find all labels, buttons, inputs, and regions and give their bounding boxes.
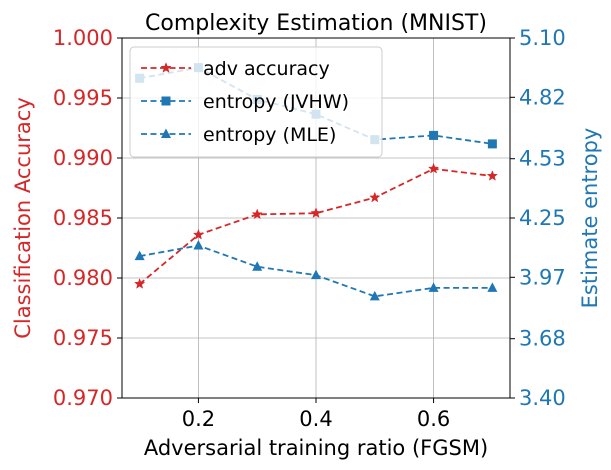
- legend-marker-adv-accuracy: [160, 62, 172, 73]
- right-y-tick-label: 3.68: [519, 327, 566, 351]
- legend-box: [129, 46, 383, 158]
- legend-marker-entropy-mle: [161, 128, 171, 138]
- x-tick-label: 0.2: [182, 407, 215, 431]
- x-axis-label: Adversarial training ratio (FGSM): [144, 436, 488, 460]
- right-y-tick-label: 4.82: [519, 85, 566, 109]
- legend-label-adv-accuracy: adv accuracy: [203, 58, 330, 80]
- data-point-entropy-jvhw: [429, 130, 439, 140]
- left-y-tick-label: 1.000: [53, 26, 113, 50]
- data-point-entropy-mle: [428, 282, 439, 292]
- data-point-adv-accuracy: [310, 207, 322, 218]
- data-point-adv-accuracy: [192, 228, 205, 240]
- left-y-tick-label: 0.985: [53, 206, 113, 230]
- left-y-tick-label: 0.990: [53, 146, 113, 170]
- data-point-adv-accuracy: [486, 170, 498, 181]
- data-point-adv-accuracy: [427, 162, 440, 174]
- chart-title: Complexity Estimation (MNIST): [145, 11, 487, 36]
- data-point-entropy-mle: [134, 250, 145, 261]
- right-y-tick-label: 4.53: [519, 147, 566, 171]
- data-point-adv-accuracy: [134, 278, 146, 289]
- data-point-entropy-mle: [193, 240, 204, 250]
- right-y-tick-label: 5.10: [519, 26, 566, 50]
- right-y-tick-label: 3.40: [519, 386, 566, 410]
- x-tick-label: 0.4: [299, 407, 332, 431]
- left-y-tick-label: 0.995: [53, 86, 113, 110]
- data-point-entropy-mle: [369, 290, 380, 301]
- legend-marker-entropy-jvhw: [161, 96, 171, 106]
- right-y-tick-label: 4.25: [519, 206, 566, 230]
- x-tick-label: 0.6: [417, 407, 450, 431]
- left-y-tick-label: 0.980: [53, 266, 113, 290]
- right-axis-label: Estimate entropy: [578, 128, 602, 309]
- series-entropy-mle: [134, 240, 498, 301]
- left-axis-label: Classification Accuracy: [11, 97, 35, 339]
- left-y-tick-label: 0.975: [53, 326, 113, 350]
- data-point-adv-accuracy: [251, 208, 263, 220]
- data-point-adv-accuracy: [369, 191, 381, 203]
- legend-label-entropy-jvhw: entropy (JVHW): [203, 91, 349, 113]
- data-point-entropy-mle: [311, 269, 321, 280]
- legend: adv accuracy entropy (JVHW) entropy (MLE): [129, 46, 383, 158]
- left-y-tick-label: 0.970: [53, 386, 113, 410]
- legend-label-entropy-mle: entropy (MLE): [203, 124, 336, 146]
- data-point-entropy-jvhw: [487, 139, 497, 149]
- data-point-entropy-mle: [487, 282, 498, 292]
- right-y-tick-label: 3.97: [519, 265, 566, 289]
- series-adv-accuracy: [134, 162, 498, 289]
- ticks: 0.2 0.4 0.6 0.970 0.975 0.980 0.985 0.990 0.995 1…: [53, 26, 566, 431]
- data-point-entropy-mle: [252, 261, 263, 271]
